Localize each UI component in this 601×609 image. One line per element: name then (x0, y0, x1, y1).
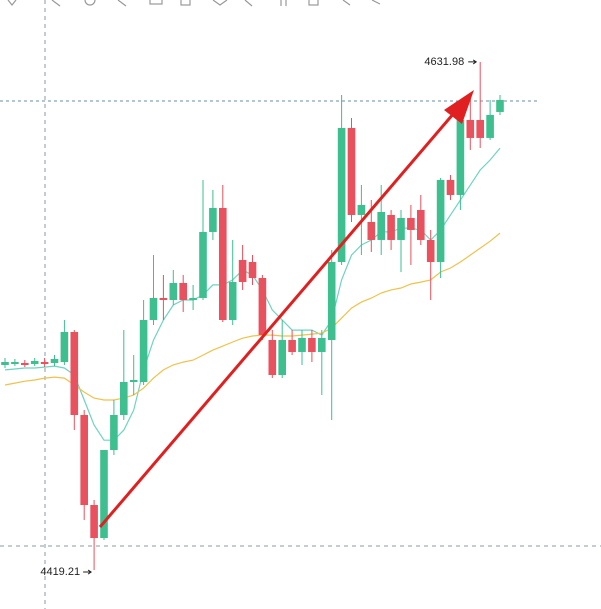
candle-body (268, 339, 277, 376)
candle-body (219, 207, 227, 320)
moving-average-line (4, 147, 501, 441)
candle-body (347, 127, 356, 215)
candle-body (238, 259, 247, 282)
toolbar-icon[interactable] (244, 0, 253, 7)
candle-body (228, 281, 237, 320)
candle-body (60, 331, 69, 363)
candle-body (298, 337, 306, 353)
toolbar-icon[interactable] (371, 0, 381, 5)
min-price-label: 4419.21 (40, 566, 80, 578)
toolbar-icon[interactable] (280, 0, 287, 6)
arrow-shaft (98, 105, 462, 528)
candle-body (456, 119, 465, 195)
toolbar-icon[interactable] (51, 0, 61, 7)
candle-body (367, 221, 376, 240)
candle-body (476, 119, 484, 138)
candle-body (337, 127, 346, 262)
candle-body (159, 297, 168, 300)
marks (1, 61, 504, 571)
candle-body (209, 207, 217, 232)
candle-body (139, 319, 148, 382)
candle-body (129, 379, 138, 382)
candle-body (90, 505, 98, 539)
candle-body (397, 217, 405, 240)
toolbar (7, 0, 381, 7)
candle-body (120, 381, 128, 416)
max-price-label: 4631.98 (424, 56, 464, 68)
candle-body (110, 415, 118, 451)
candle-body (407, 217, 415, 230)
toolbar-icon[interactable] (180, 0, 191, 6)
candle-body (100, 450, 108, 539)
candle-body (169, 282, 178, 300)
candle-body (308, 337, 316, 353)
toolbar-icon[interactable] (84, 0, 96, 6)
label-arrow (468, 59, 478, 65)
candle-body (11, 362, 19, 364)
trend-arrow (98, 90, 474, 528)
candle-body (417, 209, 425, 240)
candle-body (486, 114, 494, 138)
candle-body (189, 297, 197, 300)
labels: 4631.98 4419.21 (40, 56, 478, 578)
toolbar-icon[interactable] (308, 0, 319, 6)
toolbar-icon[interactable] (149, 0, 163, 5)
candle-body (446, 179, 455, 195)
label-arrow (83, 569, 93, 575)
moving-average-line (4, 232, 501, 401)
candle-body (80, 415, 88, 506)
candle-body (466, 119, 475, 138)
candle-body (496, 99, 504, 112)
toolbar-icon[interactable] (7, 0, 17, 6)
candle-body (436, 179, 445, 262)
arrow-head (444, 90, 474, 124)
candle-body (70, 331, 79, 416)
toolbar-icon[interactable] (117, 0, 127, 7)
toolbar-icon[interactable] (212, 0, 228, 6)
candle-body (30, 361, 39, 364)
candle-body (179, 282, 187, 300)
candle-body (149, 297, 158, 320)
candle-body (426, 239, 435, 262)
candle-body (278, 339, 286, 376)
candle-body (357, 204, 366, 215)
candle-body (377, 211, 385, 240)
candle-body (21, 362, 29, 365)
candle-body (318, 337, 326, 353)
candle-body (40, 362, 49, 364)
candle-body (258, 277, 267, 335)
candle-body (327, 261, 336, 340)
toolbar-icon[interactable] (342, 0, 351, 6)
candle-body (50, 358, 59, 363)
candle-body (288, 339, 296, 353)
candle-body (387, 214, 395, 240)
candle-body (1, 362, 9, 365)
candle-body (248, 261, 257, 278)
candle-body (199, 231, 207, 298)
